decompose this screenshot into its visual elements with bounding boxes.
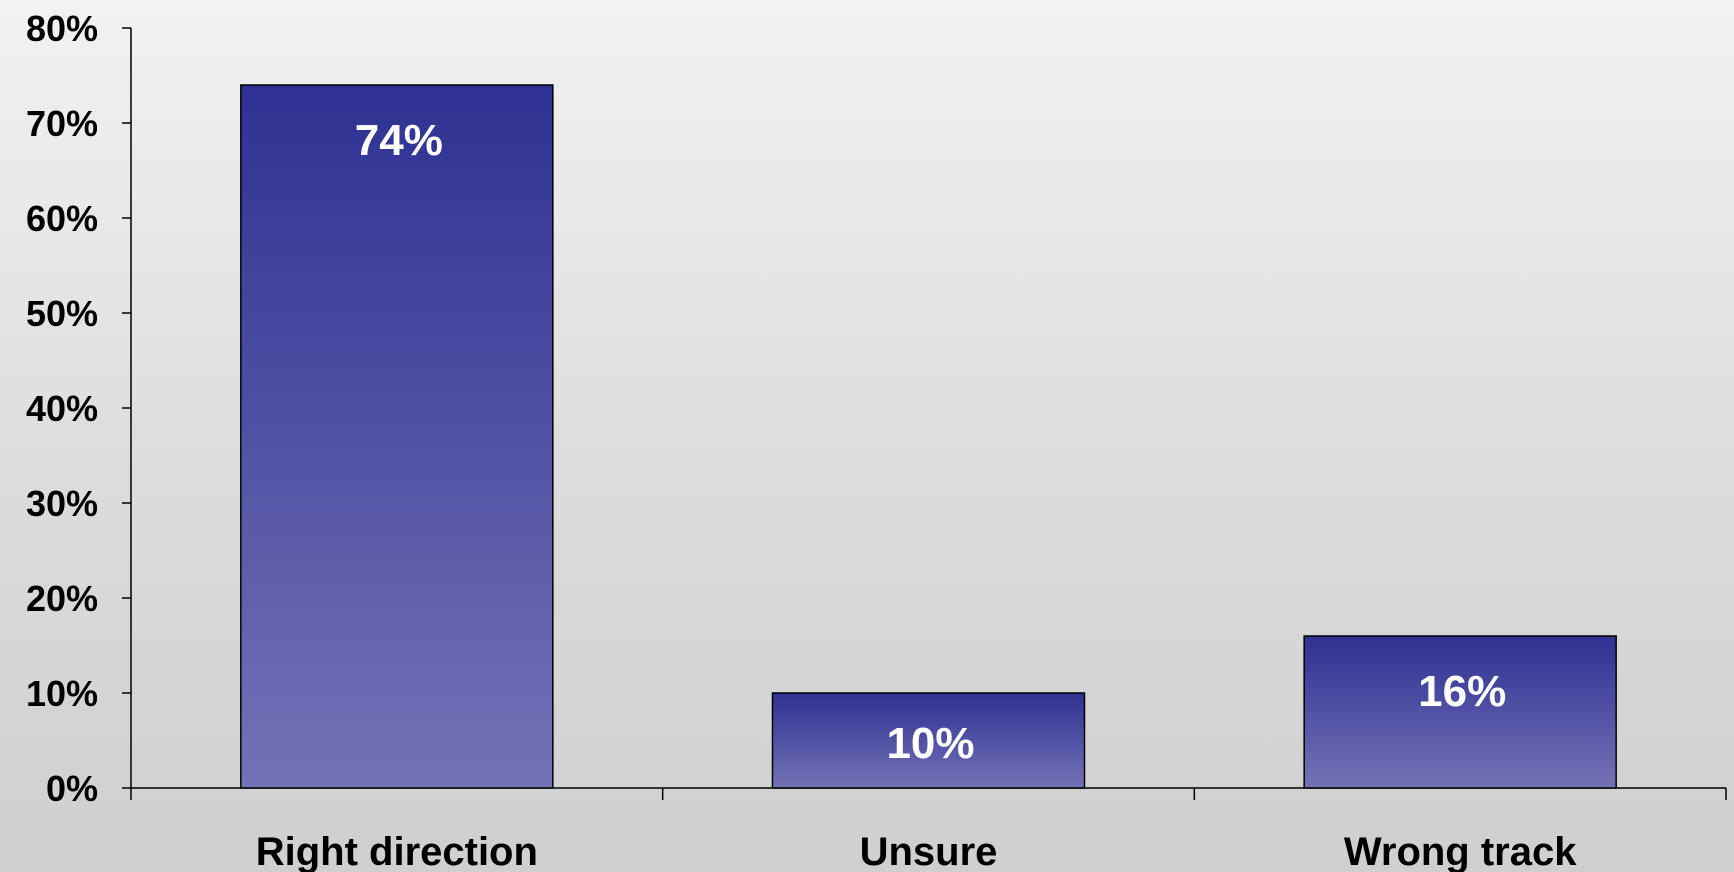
y-tick-label: 50%: [26, 293, 98, 334]
bar: [240, 84, 554, 789]
bar: [1303, 635, 1617, 789]
x-category-label: Right direction: [256, 830, 538, 872]
y-tick-label: 40%: [26, 388, 98, 429]
x-category-label: Wrong track: [1344, 830, 1577, 872]
y-tick-label: 0%: [46, 768, 98, 809]
x-category-label: Unsure: [860, 830, 998, 872]
y-tick-label: 30%: [26, 483, 98, 524]
data-label: 74%: [355, 116, 443, 165]
data-label: 10%: [886, 719, 974, 768]
y-tick-label: 80%: [26, 8, 98, 49]
y-tick-label: 70%: [26, 103, 98, 144]
data-label: 16%: [1418, 667, 1506, 716]
y-tick-label: 10%: [26, 673, 98, 714]
bar: [771, 692, 1086, 789]
y-tick-label: 20%: [26, 578, 98, 619]
y-tick-label: 60%: [26, 198, 98, 239]
